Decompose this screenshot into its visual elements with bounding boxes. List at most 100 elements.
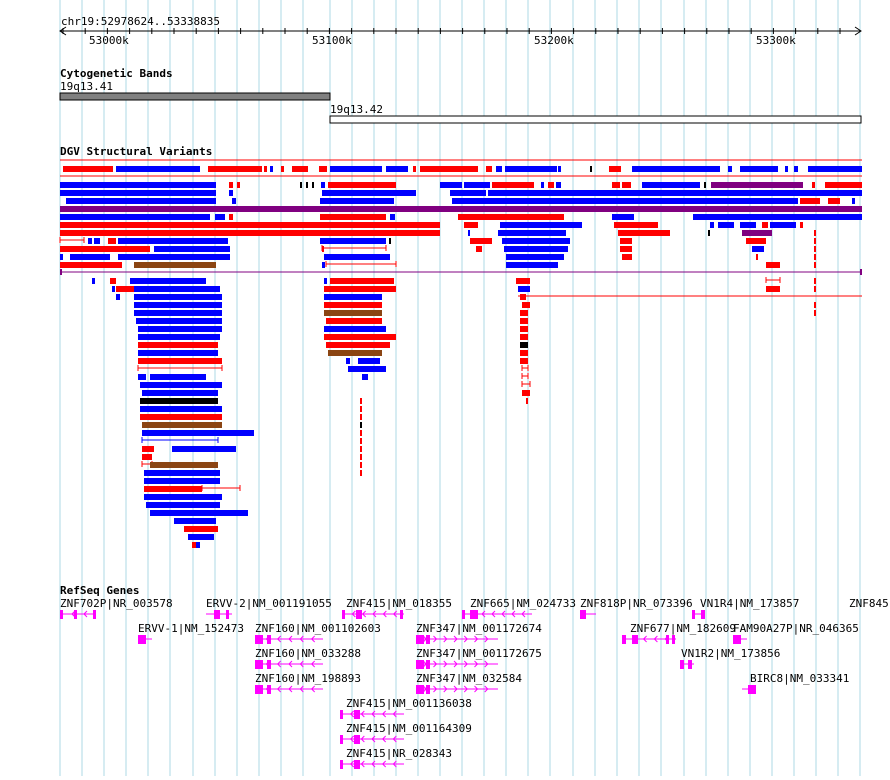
gene-strand-icon (443, 685, 448, 693)
cytoband-19q13-41[interactable] (59, 92, 331, 101)
dgv-variant (324, 294, 382, 300)
ruler-tick-label: 53000k (89, 34, 129, 47)
dgv-variant (464, 222, 478, 228)
dgv-variant (452, 198, 798, 204)
dgv-variant (306, 182, 308, 188)
dgv-variant (184, 526, 218, 532)
gene-strand-icon (392, 735, 397, 743)
gene-exon (354, 735, 360, 744)
dgv-variant (520, 318, 528, 324)
dgv-variant (360, 438, 362, 444)
dgv-variant (330, 278, 394, 284)
dgv-variant (464, 182, 490, 188)
dgv-variant (326, 318, 382, 324)
dgv-variant (60, 190, 216, 196)
gene-label: ZNF665|NM_024733 (470, 597, 576, 610)
gene-label: VN1R4|NM_173857 (700, 597, 799, 610)
gene-models[interactable] (60, 610, 756, 769)
dgv-variant (229, 190, 233, 196)
gene-strand-icon (433, 635, 438, 643)
dgv-track[interactable]: DGV Structural Variants (59, 145, 862, 548)
dgv-variant (708, 230, 710, 236)
dgv-variant (620, 238, 632, 244)
refseq-track[interactable]: RefSeq Genes ZNF702P|NR_003578 ERVV-2|NM_… (60, 584, 890, 769)
gene-strand-icon (71, 610, 76, 618)
dgv-variant (322, 246, 324, 252)
cytoband-track[interactable]: Cytogenetic Bands 19q13.41 19q13.42 (59, 67, 862, 124)
dgv-variant (134, 302, 222, 308)
gene-exon (748, 685, 756, 694)
gene-strand-icon (392, 710, 397, 718)
dgv-variant (541, 182, 544, 188)
dgv-variant (522, 302, 530, 308)
gene-exon (470, 610, 478, 619)
gene-strand-icon (481, 610, 486, 618)
dgv-variant (814, 254, 816, 260)
dgv-variant (108, 238, 116, 244)
dgv-variant (321, 182, 325, 188)
ruler-left-arrow-icon[interactable] (59, 26, 67, 36)
gene-strand-icon (422, 685, 427, 693)
cytoband-19q13-42[interactable] (329, 115, 862, 124)
dgv-variant (520, 294, 526, 300)
dgv-variant (324, 286, 396, 292)
gene-strand-icon (360, 735, 365, 743)
gene-label: ZNF415|NR_028343 (346, 747, 452, 760)
dgv-variant (710, 222, 714, 228)
dgv-variant (828, 198, 840, 204)
dgv-variant (470, 238, 492, 244)
dgv-variant (496, 166, 502, 172)
dgv-variant (825, 182, 862, 188)
gene-strand-icon (484, 685, 489, 693)
dgv-features[interactable] (59, 159, 862, 548)
dgv-variant (60, 182, 216, 188)
gene-exon (340, 760, 343, 769)
dgv-variant (814, 310, 816, 316)
gene-strand-icon (371, 735, 376, 743)
ruler-track[interactable]: chr19:52978624..53338835 53000k 53100k 5… (59, 15, 862, 47)
gene-exon (255, 685, 263, 694)
dgv-variant (814, 230, 816, 236)
dgv-variant (116, 166, 200, 172)
dgv-variant (814, 302, 816, 308)
dgv-variant (324, 326, 386, 332)
gene-exon (342, 610, 345, 619)
dgv-variant (140, 382, 222, 388)
gene-strand-icon (453, 685, 458, 693)
dgv-variant (766, 286, 780, 292)
gene-strand-icon (215, 610, 220, 618)
dgv-variant (142, 446, 154, 452)
dgv-variant (70, 254, 110, 260)
gene-exon (226, 610, 229, 619)
gene-strand-icon (491, 610, 496, 618)
gene-strand-icon (433, 660, 438, 668)
dgv-variant (319, 166, 327, 172)
gene-strand-icon (276, 660, 282, 668)
dgv-variant (229, 182, 233, 188)
dgv-variant (138, 334, 220, 340)
dgv-variant (324, 278, 327, 284)
dgv-variant-end (60, 269, 62, 275)
dgv-variant (390, 214, 395, 220)
gene-exon (354, 760, 360, 769)
dgv-variant (420, 166, 478, 172)
dgv-variant (144, 486, 202, 492)
gene-exon (138, 635, 146, 644)
dgv-variant (762, 222, 768, 228)
gene-strand-icon (371, 760, 376, 768)
dgv-variant (476, 246, 482, 252)
gene-strand-icon (381, 710, 387, 718)
dgv-variant (320, 214, 386, 220)
dgv-variant (612, 182, 620, 188)
dgv-variant (312, 182, 314, 188)
gene-strand-icon (653, 635, 658, 643)
gene-strand-icon (349, 735, 355, 743)
dgv-variant (520, 334, 528, 340)
gene-strand-icon (360, 710, 365, 718)
dgv-variant (88, 238, 92, 244)
dgv-variant (360, 470, 362, 476)
ruler-right-arrow-icon[interactable] (854, 26, 862, 36)
dgv-variant (144, 478, 220, 484)
